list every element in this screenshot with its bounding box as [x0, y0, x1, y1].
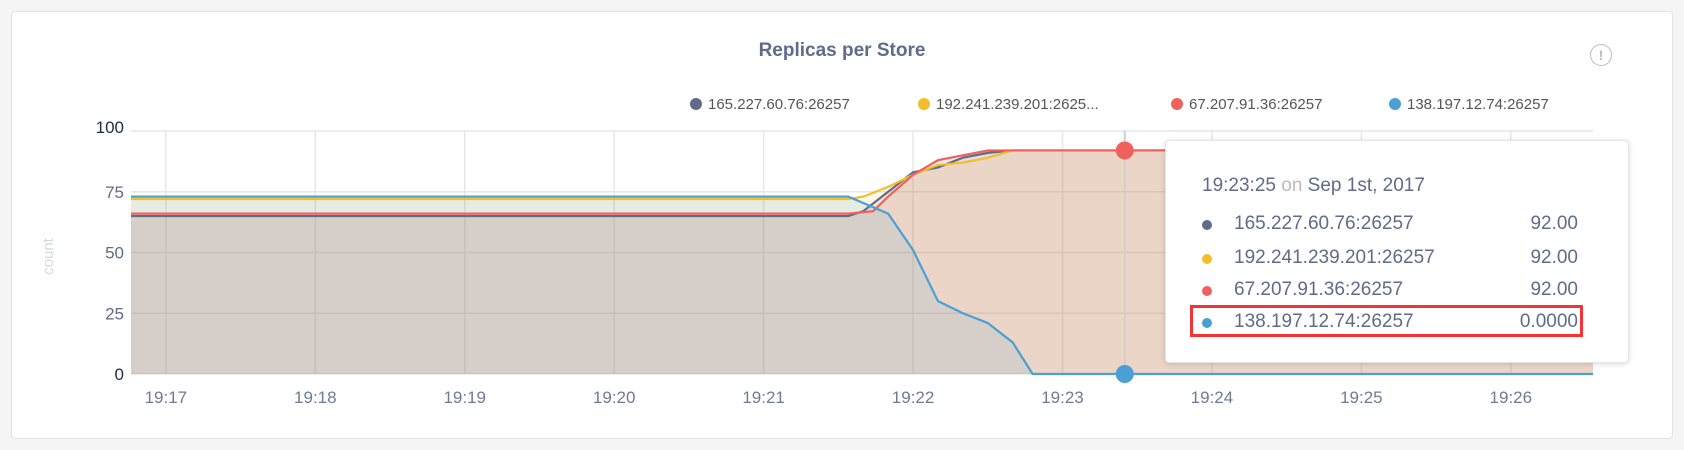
y-tick-label: 50 [105, 244, 124, 263]
legend-label: 192.241.239.201:2625... [936, 96, 1099, 113]
tooltip-row-label: 165.227.60.76:26257 [1234, 213, 1414, 234]
series-line [131, 149, 1593, 215]
legend-label: 165.227.60.76:26257 [708, 96, 850, 113]
tooltip-row-value: 92.00 [1530, 213, 1578, 234]
x-tick-label: 19:19 [443, 388, 486, 407]
tooltip-row-label: 67.207.91.36:26257 [1234, 279, 1404, 300]
tooltip-row-value: 92.00 [1530, 279, 1578, 300]
x-tick-label: 19:26 [1490, 388, 1533, 407]
hover-point [1115, 141, 1134, 160]
x-tick-label: 19:25 [1340, 388, 1383, 407]
x-tick-label: 19:23 [1041, 388, 1084, 407]
x-tick-label: 19:24 [1191, 388, 1234, 407]
hover-point [1115, 365, 1134, 383]
tooltip-on: on [1281, 175, 1303, 196]
highlight-box [1190, 305, 1583, 337]
series-area [131, 196, 1593, 374]
tooltip-time: 19:23:25 [1202, 175, 1276, 196]
tooltip-row-label: 192.241.239.201:26257 [1234, 247, 1435, 268]
legend-label: 67.207.91.36:26257 [1189, 96, 1323, 113]
series-dot [1202, 318, 1212, 328]
y-tick-label: 0 [115, 365, 124, 384]
tooltip-row-value: 0.0000 [1519, 311, 1578, 332]
y-tick-label: 75 [105, 183, 124, 202]
tooltip-row-label: 138.197.12.74:26257 [1234, 311, 1414, 332]
legend-item[interactable]: 138.197.12.74:26257 [1389, 96, 1549, 113]
legend-item[interactable]: 192.241.239.201:2625... [918, 96, 1099, 113]
legend-dot [1389, 98, 1401, 110]
x-tick-label: 19:17 [145, 388, 188, 407]
chart-title: Replicas per Store [758, 40, 926, 61]
tooltip-date: Sep 1st, 2017 [1307, 175, 1425, 196]
x-tick-label: 19:22 [892, 388, 935, 407]
tooltip-row-value: 92.00 [1530, 247, 1578, 268]
x-tick-label: 19:18 [294, 388, 337, 407]
tooltip: 19:23:25 on Sep 1st, 2017 165.227.60.76:… [1165, 140, 1629, 363]
y-tick-label: 25 [105, 304, 124, 323]
legend-dot [690, 98, 702, 110]
legend-dot [918, 98, 930, 110]
series-line [131, 149, 1593, 201]
legend-item[interactable]: 67.207.91.36:26257 [1171, 96, 1322, 113]
legend-label: 138.197.12.74:26257 [1407, 96, 1549, 113]
info-circle-icon[interactable]: ! [1590, 44, 1612, 66]
x-tick-label: 19:21 [742, 388, 785, 407]
tooltip-title: 19:23:25 on Sep 1st, 2017 [1202, 175, 1425, 197]
legend-item[interactable]: 165.227.60.76:26257 [690, 96, 850, 113]
y-tick-label: 100 [96, 118, 124, 137]
series-dot [1202, 254, 1212, 264]
series-dot [1202, 286, 1212, 296]
x-tick-label: 19:20 [593, 388, 636, 407]
series-dot [1202, 220, 1212, 230]
legend-dot [1171, 98, 1183, 110]
series-line [131, 195, 1593, 376]
